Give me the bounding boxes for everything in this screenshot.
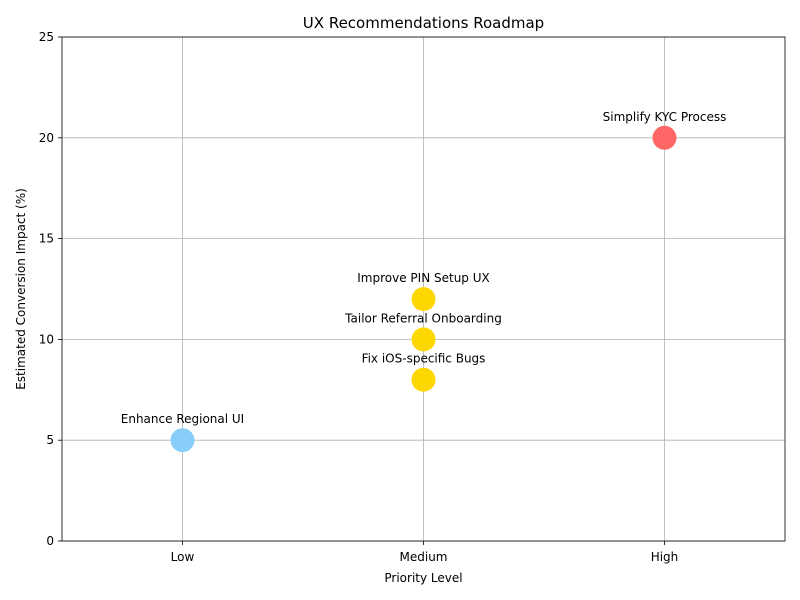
data-point <box>411 327 436 352</box>
point-label: Fix iOS-specific Bugs <box>362 352 486 366</box>
y-tick-label: 0 <box>46 534 54 548</box>
data-point <box>652 125 677 150</box>
data-point <box>411 367 436 392</box>
x-tick-label: Medium <box>400 550 448 564</box>
data-points <box>170 125 677 453</box>
point-labels: Simplify KYC Process Improve PIN Setup UX… <box>121 110 727 426</box>
y-axis-ticks: 0 5 10 15 20 25 <box>39 30 62 548</box>
point-label: Simplify KYC Process <box>603 110 727 124</box>
point-label: Enhance Regional UI <box>121 412 244 426</box>
y-tick-label: 25 <box>39 30 54 44</box>
x-axis-ticks: Low Medium High <box>171 541 679 564</box>
y-axis-label: Estimated Conversion Impact (%) <box>14 188 28 390</box>
x-tick-label: Low <box>171 550 195 564</box>
y-tick-label: 5 <box>46 433 54 447</box>
point-label: Improve PIN Setup UX <box>357 271 489 285</box>
y-tick-label: 15 <box>39 232 54 246</box>
x-tick-label: High <box>651 550 679 564</box>
data-point <box>411 287 436 312</box>
y-tick-label: 10 <box>39 332 54 346</box>
x-axis-label: Priority Level <box>384 571 462 585</box>
y-tick-label: 20 <box>39 131 54 145</box>
data-point <box>170 428 195 453</box>
point-label: Tailor Referral Onboarding <box>344 311 502 325</box>
chart-title: UX Recommendations Roadmap <box>303 14 544 32</box>
